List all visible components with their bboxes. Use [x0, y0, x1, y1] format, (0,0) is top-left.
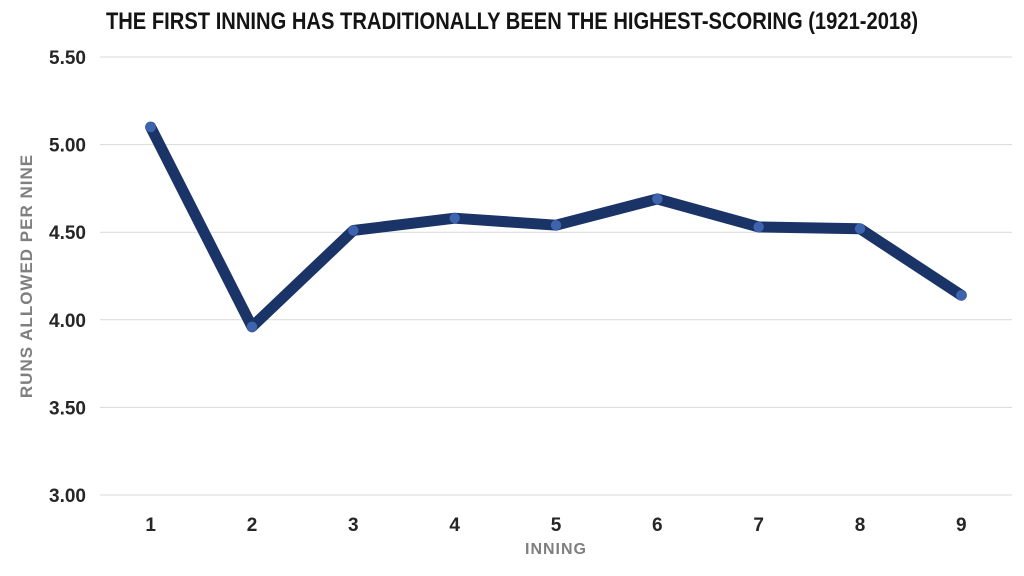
gridlines	[100, 56, 1012, 496]
data-point-marker	[145, 121, 156, 133]
y-tick-label: 4.00	[49, 311, 86, 332]
x-tick-label: 8	[855, 515, 866, 536]
y-tick-label: 3.50	[49, 398, 86, 419]
x-tick-label: 5	[551, 515, 562, 536]
x-tick-label: 7	[753, 515, 764, 536]
x-tick-label: 3	[348, 515, 359, 536]
x-axis-tick-labels: 1 2 3 4 5 6 7 8 9	[145, 515, 966, 536]
x-tick-label: 4	[449, 515, 460, 536]
y-tick-label: 5.50	[49, 48, 86, 69]
y-tick-label: 5.00	[49, 136, 86, 157]
data-point-marker	[956, 290, 967, 301]
x-tick-label: 6	[652, 515, 663, 536]
x-axis-title: INNING	[525, 541, 587, 558]
data-point-marker	[652, 193, 663, 205]
y-tick-label: 3.00	[49, 486, 86, 507]
data-point-marker	[550, 219, 562, 231]
y-tick-label: 4.50	[49, 223, 86, 244]
chart-title: THE FIRST INNING HAS TRADITIONALLY BEEN …	[105, 8, 919, 35]
x-tick-label: 9	[956, 515, 967, 536]
data-point-marker	[246, 321, 258, 333]
x-tick-label: 2	[247, 515, 258, 536]
x-tick-label: 1	[145, 515, 156, 536]
data-series	[145, 121, 967, 333]
data-point-marker	[854, 223, 866, 234]
data-point-marker	[753, 221, 764, 233]
y-axis-tick-labels: 5.50 5.00 4.50 4.00 3.50 3.00	[49, 48, 86, 507]
data-point-marker	[348, 225, 359, 236]
data-point-marker	[449, 212, 460, 224]
